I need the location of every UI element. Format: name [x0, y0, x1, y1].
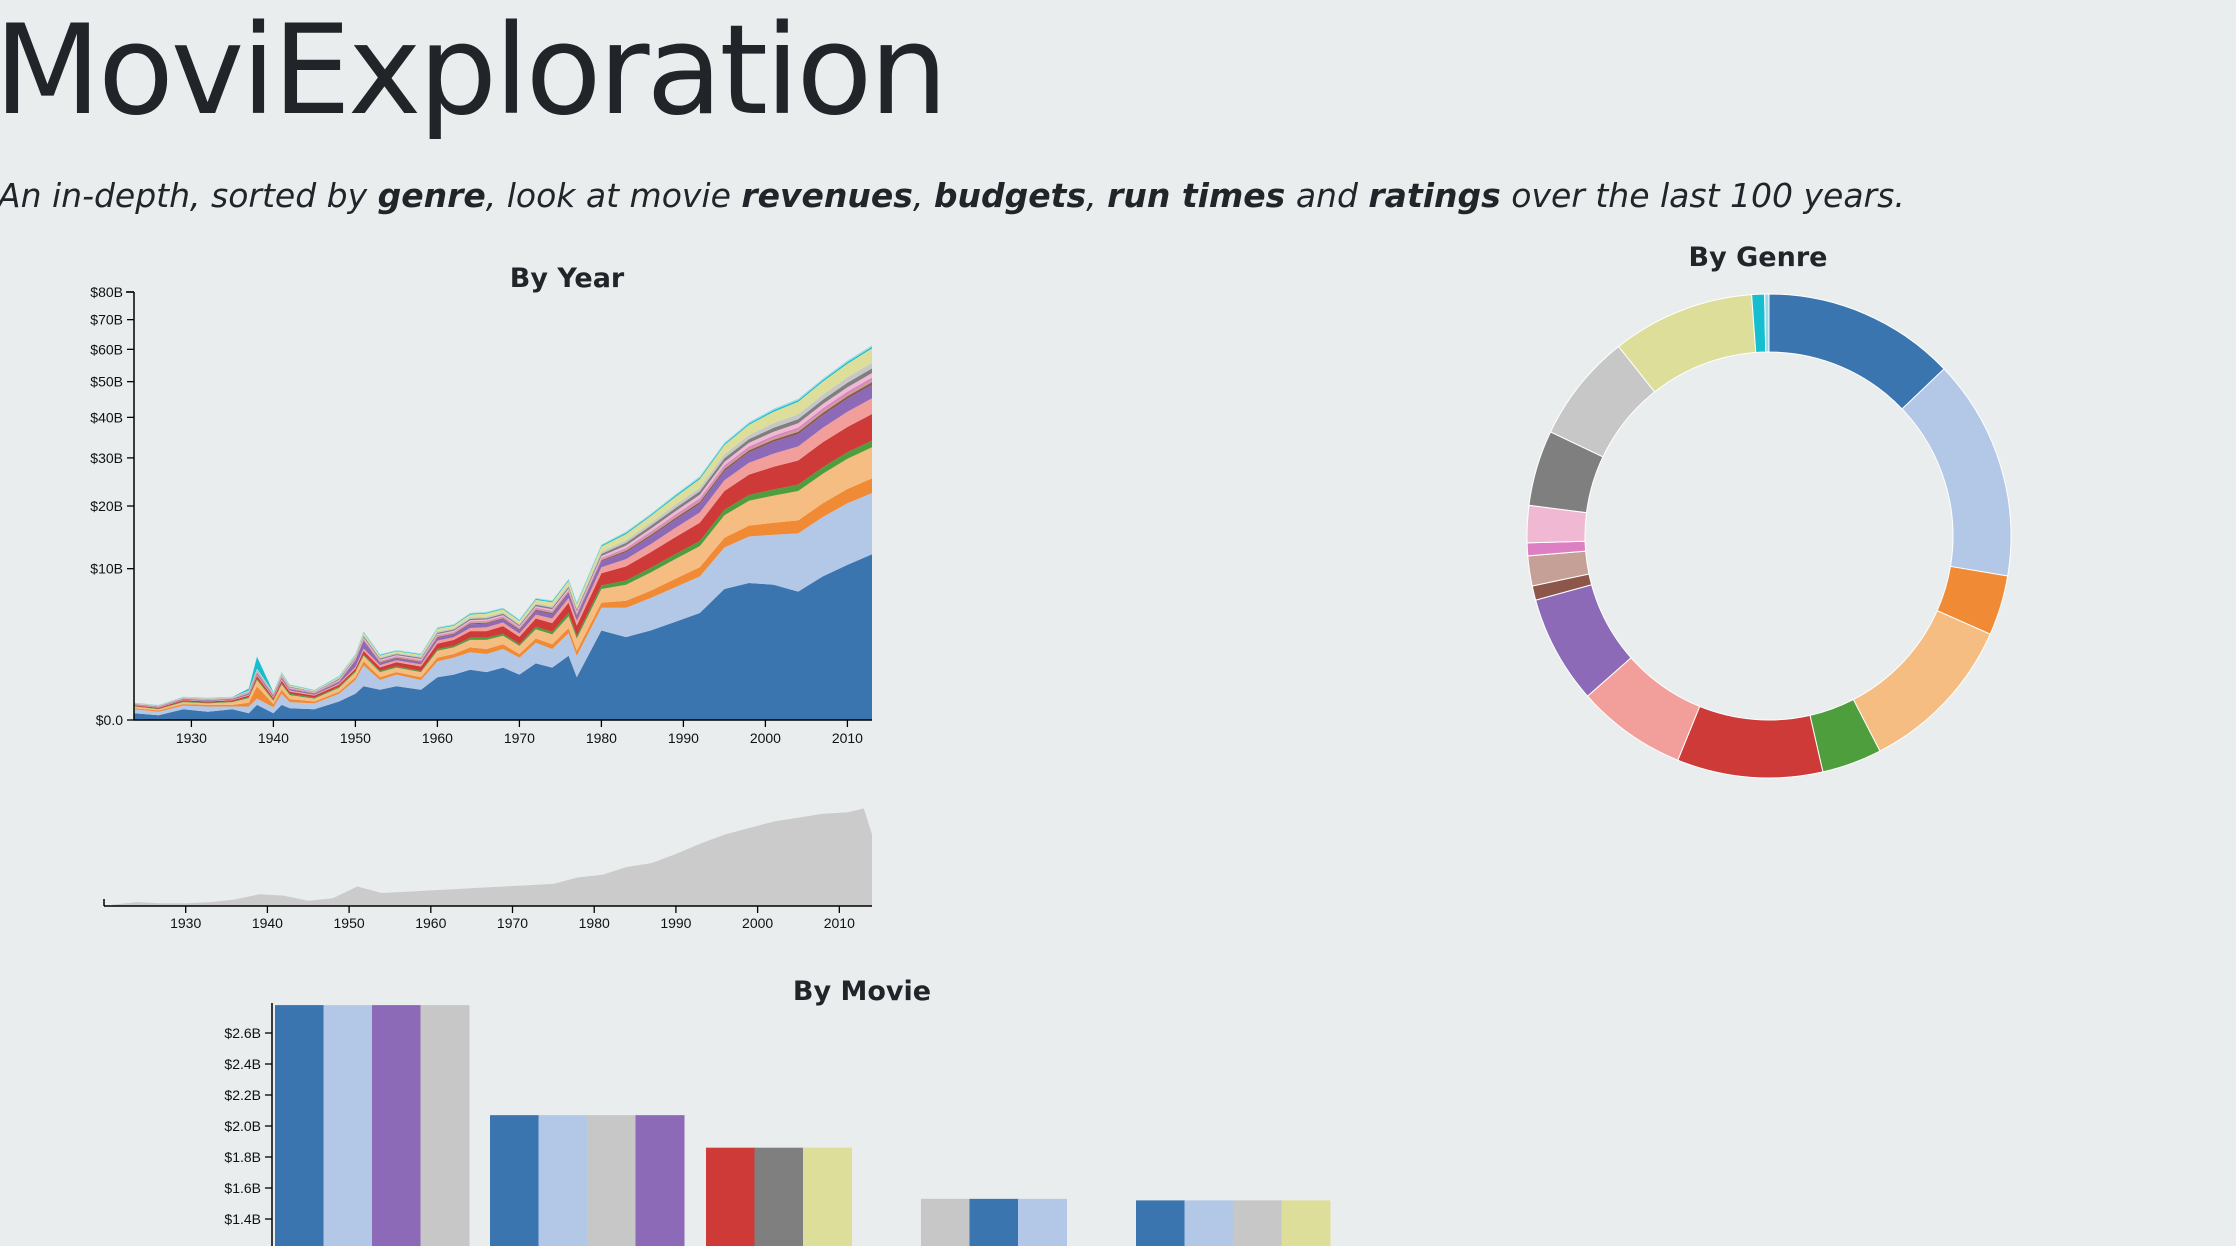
y-tick-label: $1.6B: [224, 1180, 261, 1196]
movie-bar[interactable]: [420, 1005, 470, 1246]
movie-bar[interactable]: [275, 1005, 324, 1246]
page-title: MoviExploration: [0, 0, 948, 143]
x-tick-label: 2010: [824, 915, 855, 931]
subtitle-text: over the last 100 years.: [1500, 176, 1905, 215]
movie-bar[interactable]: [587, 1115, 636, 1246]
movie-bar[interactable]: [706, 1147, 755, 1246]
y-tick-label: $0.0: [96, 712, 123, 728]
x-tick-label: 1970: [504, 730, 535, 746]
genre-area-layer[interactable]: [134, 554, 872, 720]
movie-bar[interactable]: [803, 1147, 852, 1246]
y-tick-label: $2.2B: [224, 1087, 261, 1103]
subtitle-emphasis: budgets: [933, 176, 1087, 215]
y-tick-label: $40B: [90, 409, 123, 425]
by-movie-title: By Movie: [792, 976, 932, 1007]
movie-bar[interactable]: [1233, 1200, 1282, 1246]
x-tick-label: 1980: [579, 915, 610, 931]
x-tick-label: 1990: [668, 730, 699, 746]
x-tick-label: 1930: [170, 915, 201, 931]
x-tick-label: 1940: [258, 730, 289, 746]
subtitle-emphasis: genre: [377, 176, 486, 215]
x-tick-label: 1970: [497, 915, 528, 931]
subtitle-text: and: [1285, 176, 1369, 215]
movie-bar[interactable]: [1136, 1200, 1185, 1246]
y-tick-label: $10B: [90, 561, 123, 577]
y-tick-label: $30B: [90, 450, 123, 466]
context-area[interactable]: [112, 808, 872, 907]
movie-bar[interactable]: [969, 1198, 1019, 1246]
by-genre-title: By Genre: [1688, 242, 1828, 273]
movie-bar[interactable]: [1018, 1198, 1067, 1246]
y-tick-label: $60B: [90, 341, 123, 357]
movie-bar[interactable]: [754, 1147, 804, 1246]
x-tick-label: 2010: [832, 730, 863, 746]
x-tick-label: 1990: [660, 915, 691, 931]
y-tick-label: $70B: [90, 312, 123, 328]
subtitle-text: ,: [1086, 176, 1108, 215]
movie-bar[interactable]: [538, 1115, 588, 1246]
subtitle-emphasis: revenues: [741, 176, 913, 215]
movie-bar[interactable]: [323, 1005, 373, 1246]
x-tick-label: 1960: [415, 915, 446, 931]
y-tick-label: $2.0B: [224, 1118, 261, 1134]
y-tick-label: $1.4B: [224, 1211, 261, 1227]
x-tick-label: 1980: [586, 730, 617, 746]
genre-slice[interactable]: [1764, 293, 1770, 353]
subtitle-emphasis: run times: [1107, 176, 1286, 215]
subtitle-text: , look at movie: [485, 176, 742, 215]
x-tick-label: 1950: [340, 730, 371, 746]
y-tick-label: $20B: [90, 498, 123, 514]
x-tick-label: 2000: [742, 915, 773, 931]
x-tick-label: 1940: [252, 915, 283, 931]
y-tick-label: $1.8B: [224, 1149, 261, 1165]
movie-bar[interactable]: [1281, 1200, 1331, 1246]
movie-bar[interactable]: [372, 1005, 421, 1246]
movie-bar[interactable]: [921, 1198, 970, 1246]
y-tick-label: $50B: [90, 374, 123, 390]
page-subtitle: An in-depth, sorted by genre, look at mo…: [0, 176, 1905, 215]
movie-bar[interactable]: [1184, 1200, 1234, 1246]
subtitle-text: ,: [912, 176, 934, 215]
y-tick-label: $2.4B: [224, 1056, 261, 1072]
x-tick-label: 2000: [750, 730, 781, 746]
x-tick-label: 1930: [176, 730, 207, 746]
y-tick-label: $80B: [90, 284, 123, 300]
by-year-title: By Year: [509, 263, 625, 294]
movie-bar[interactable]: [490, 1115, 539, 1246]
x-tick-label: 1960: [422, 730, 453, 746]
subtitle-emphasis: ratings: [1368, 176, 1501, 215]
y-tick-label: $2.6B: [224, 1025, 261, 1041]
subtitle-text: An in-depth, sorted by: [0, 176, 378, 215]
x-tick-label: 1950: [334, 915, 365, 931]
movie-bar[interactable]: [635, 1115, 685, 1246]
